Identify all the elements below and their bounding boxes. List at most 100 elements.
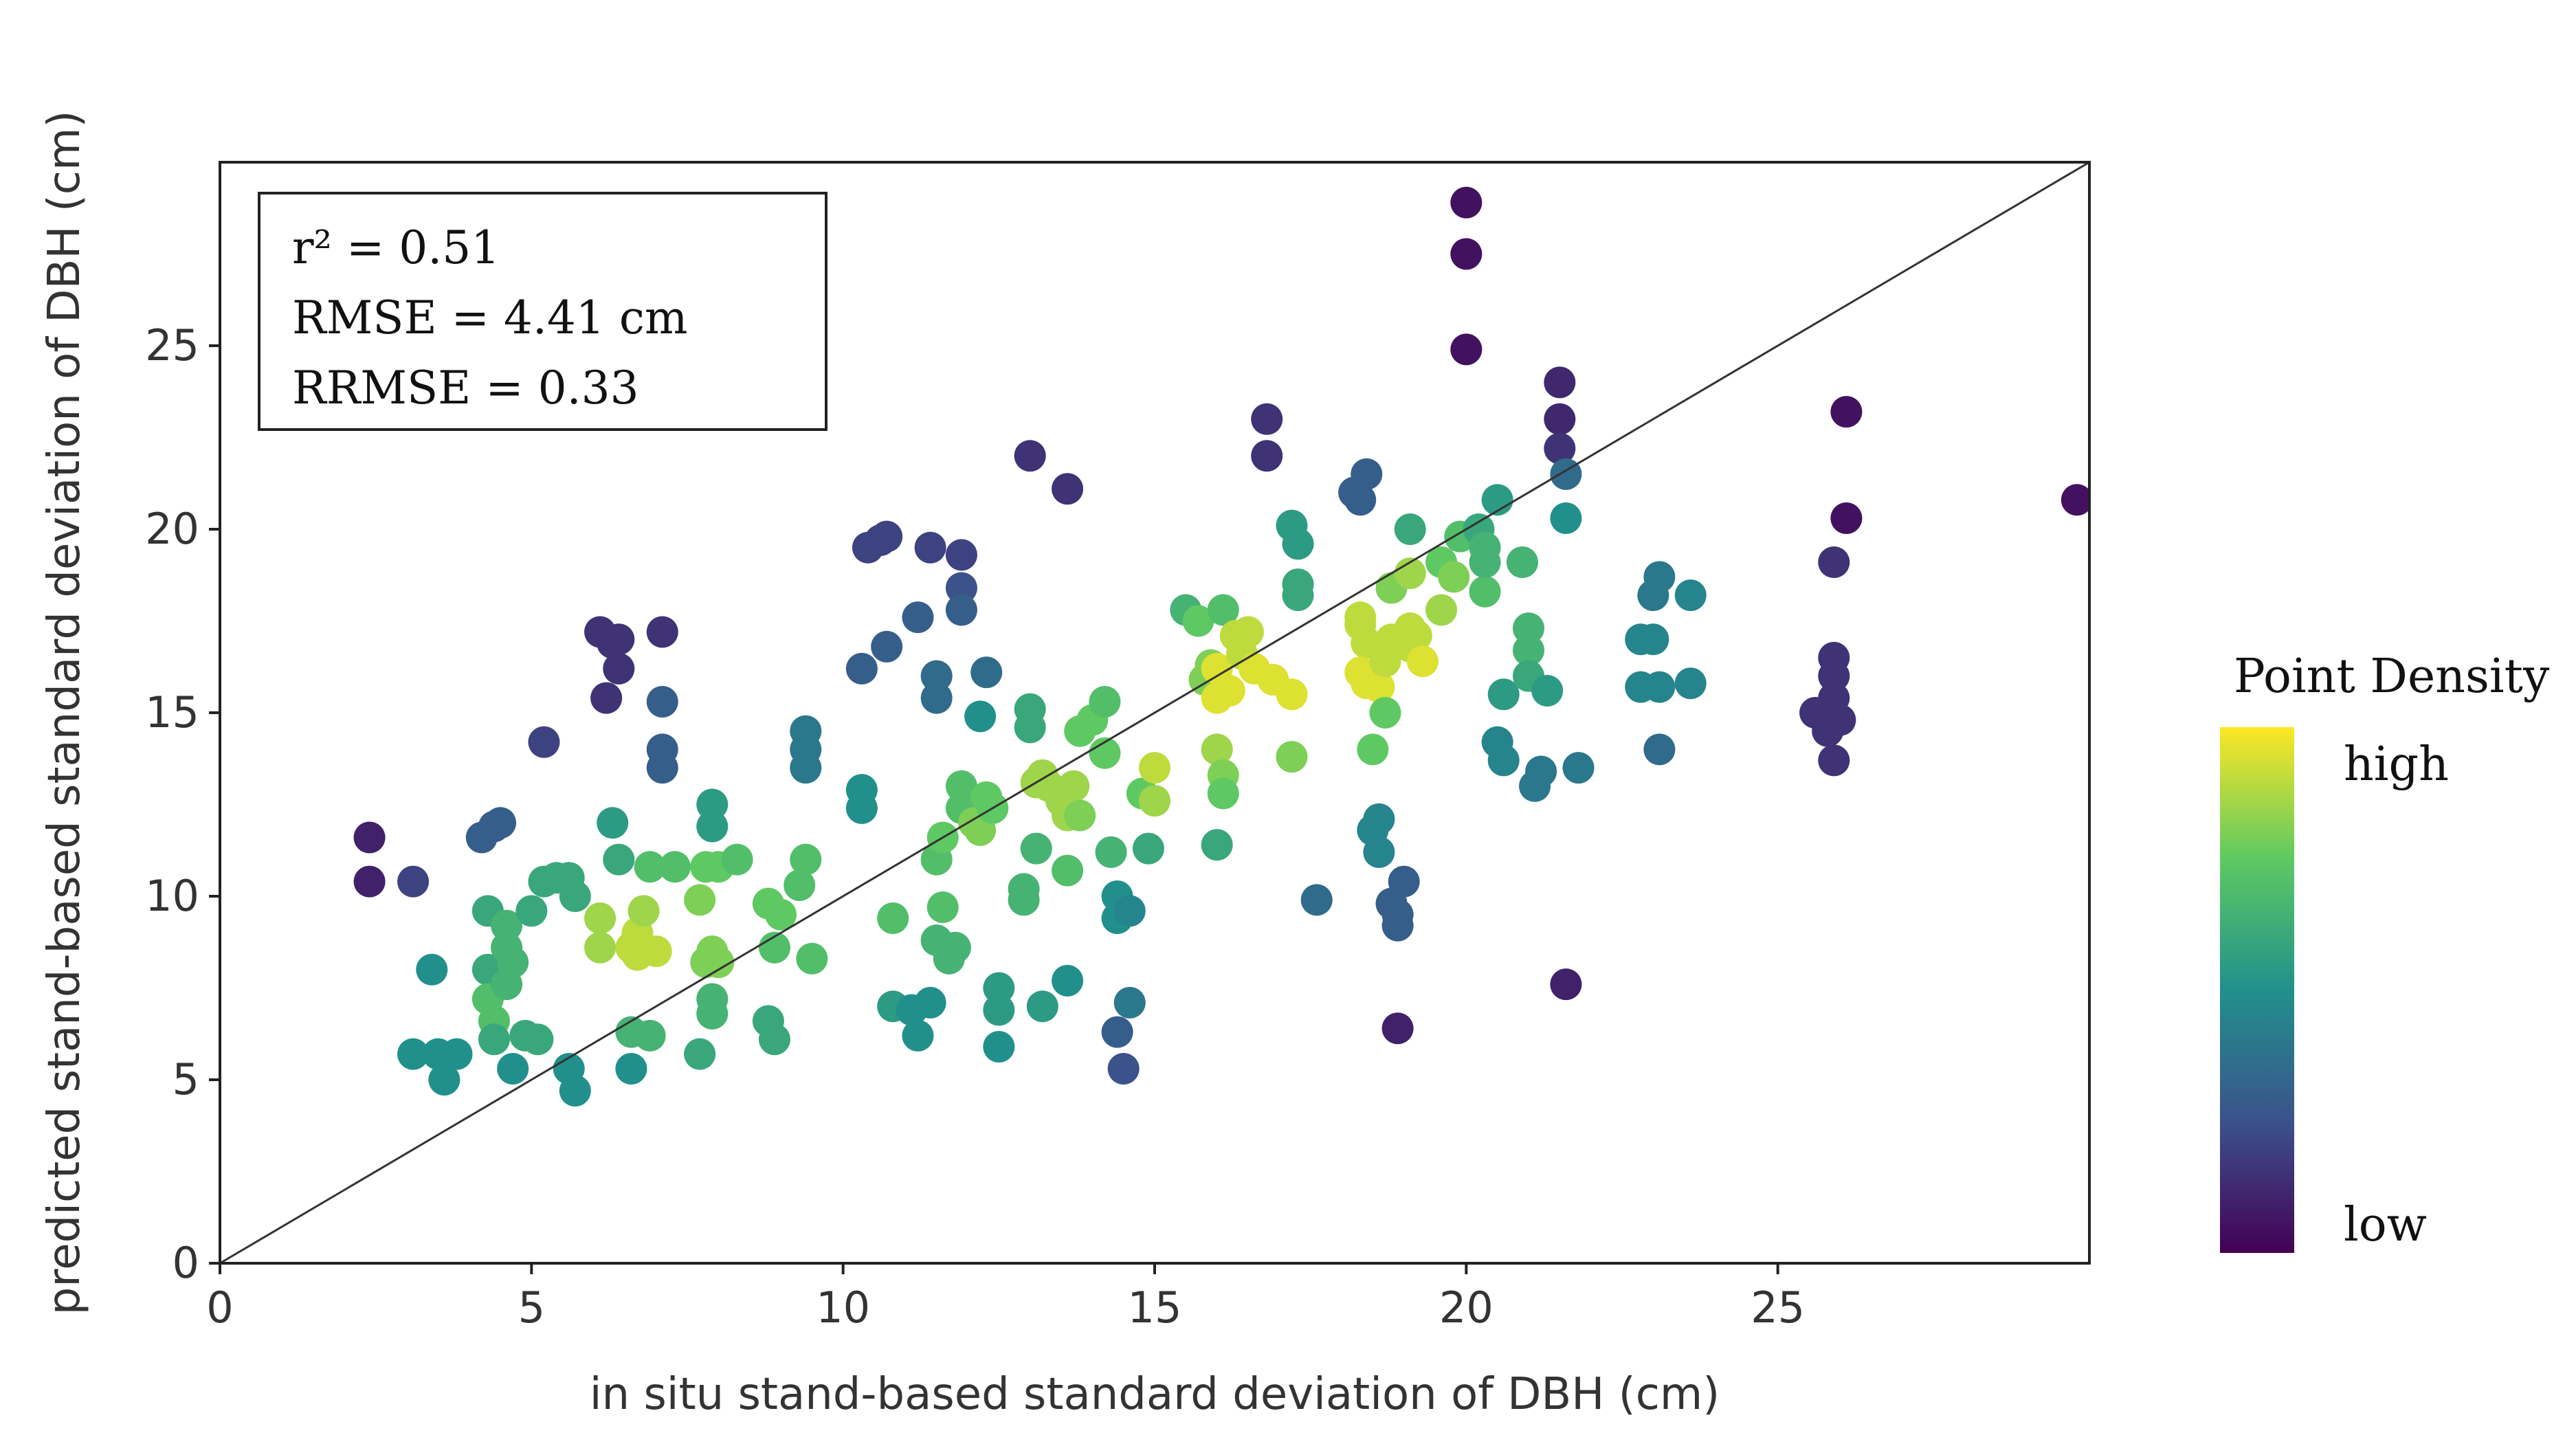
data-point [497, 1052, 529, 1085]
data-point [1363, 836, 1395, 868]
data-point [983, 1030, 1015, 1063]
data-point [353, 821, 386, 854]
data-point [1400, 619, 1432, 652]
y-tick-label: 25 [145, 320, 199, 370]
data-point [914, 531, 946, 564]
data-point [696, 788, 729, 821]
data-point [1064, 799, 1096, 832]
data-point [1201, 733, 1233, 766]
data-point [491, 909, 523, 942]
data-point [945, 572, 977, 604]
data-point [1388, 865, 1420, 898]
y-tick-label: 0 [173, 1238, 199, 1288]
rrmse-annotation: RRMSE = 0.33 [292, 362, 639, 414]
data-point [1095, 836, 1127, 868]
rmse-annotation: RMSE = 4.41 cm [292, 291, 687, 344]
data-point [522, 1023, 554, 1056]
data-point [1830, 502, 1863, 534]
data-point [1132, 832, 1164, 865]
data-point [702, 946, 735, 979]
data-point [646, 752, 678, 784]
data-point [765, 898, 797, 931]
data-point [1276, 741, 1308, 773]
data-point [397, 865, 430, 898]
data-point [1014, 440, 1046, 472]
data-point [1369, 697, 1401, 729]
data-point [1113, 895, 1146, 927]
data-point [784, 869, 816, 901]
data-point [696, 997, 729, 1030]
data-point [939, 931, 971, 964]
data-point [1550, 502, 1582, 534]
data-point [1232, 616, 1264, 648]
colorbar-high-label: high [2344, 737, 2449, 792]
data-point [871, 520, 903, 553]
x-tick-label: 0 [206, 1282, 233, 1333]
data-point [877, 902, 909, 935]
data-point [397, 1038, 430, 1070]
data-point [1525, 755, 1557, 788]
data-point [758, 1023, 790, 1056]
data-point [559, 880, 591, 912]
data-point [615, 1052, 647, 1085]
data-point [634, 1019, 666, 1052]
data-point [1089, 737, 1121, 769]
data-point [790, 752, 822, 784]
data-point [1450, 238, 1483, 270]
data-point [1438, 561, 1470, 593]
data-point [1251, 440, 1283, 472]
data-point [1674, 667, 1707, 700]
data-point [1544, 366, 1576, 399]
data-point [1674, 579, 1707, 612]
data-point [1643, 671, 1676, 703]
data-point [845, 792, 878, 824]
x-axis: 0 5 10 15 20 25 [206, 1263, 1805, 1333]
data-point [559, 1075, 591, 1107]
data-point [597, 807, 629, 839]
data-point [902, 1019, 934, 1052]
data-point [1562, 752, 1595, 784]
data-point [721, 843, 753, 876]
r2-annotation: r² = 0.51 [292, 221, 500, 274]
data-point [353, 865, 386, 898]
data-point [1830, 396, 1863, 428]
x-tick-label: 25 [1751, 1282, 1805, 1333]
data-point [628, 895, 660, 927]
data-point [945, 594, 977, 626]
data-point [920, 682, 953, 714]
data-point [1643, 733, 1676, 766]
data-point [1381, 1012, 1414, 1045]
data-point [1052, 854, 1084, 887]
data-point [1207, 594, 1239, 626]
data-point [528, 726, 560, 758]
data-point [1824, 704, 1856, 736]
data-point [2061, 484, 2089, 516]
data-point [1450, 333, 1483, 366]
data-points [353, 186, 2089, 1107]
data-point [1637, 623, 1669, 656]
data-point [1213, 674, 1245, 707]
one-to-one-line [219, 161, 2090, 1265]
data-point [1394, 557, 1426, 590]
data-point [1008, 873, 1040, 905]
data-point [1450, 186, 1483, 219]
data-point [1513, 612, 1544, 645]
data-point [1818, 546, 1850, 579]
data-point [1406, 645, 1439, 678]
data-point [684, 1038, 716, 1070]
data-point [796, 942, 828, 975]
data-point [640, 935, 672, 968]
colorbar: Point Density high low [2220, 649, 2550, 1253]
data-point [1107, 1052, 1140, 1085]
data-point [964, 700, 997, 733]
data-point [914, 986, 946, 1019]
data-point [416, 953, 448, 986]
data-point [1020, 832, 1052, 865]
data-point [845, 652, 878, 685]
data-point [970, 656, 1003, 689]
data-point [515, 895, 548, 927]
data-point [603, 623, 635, 656]
data-point [1052, 964, 1084, 997]
data-point [1394, 513, 1426, 545]
